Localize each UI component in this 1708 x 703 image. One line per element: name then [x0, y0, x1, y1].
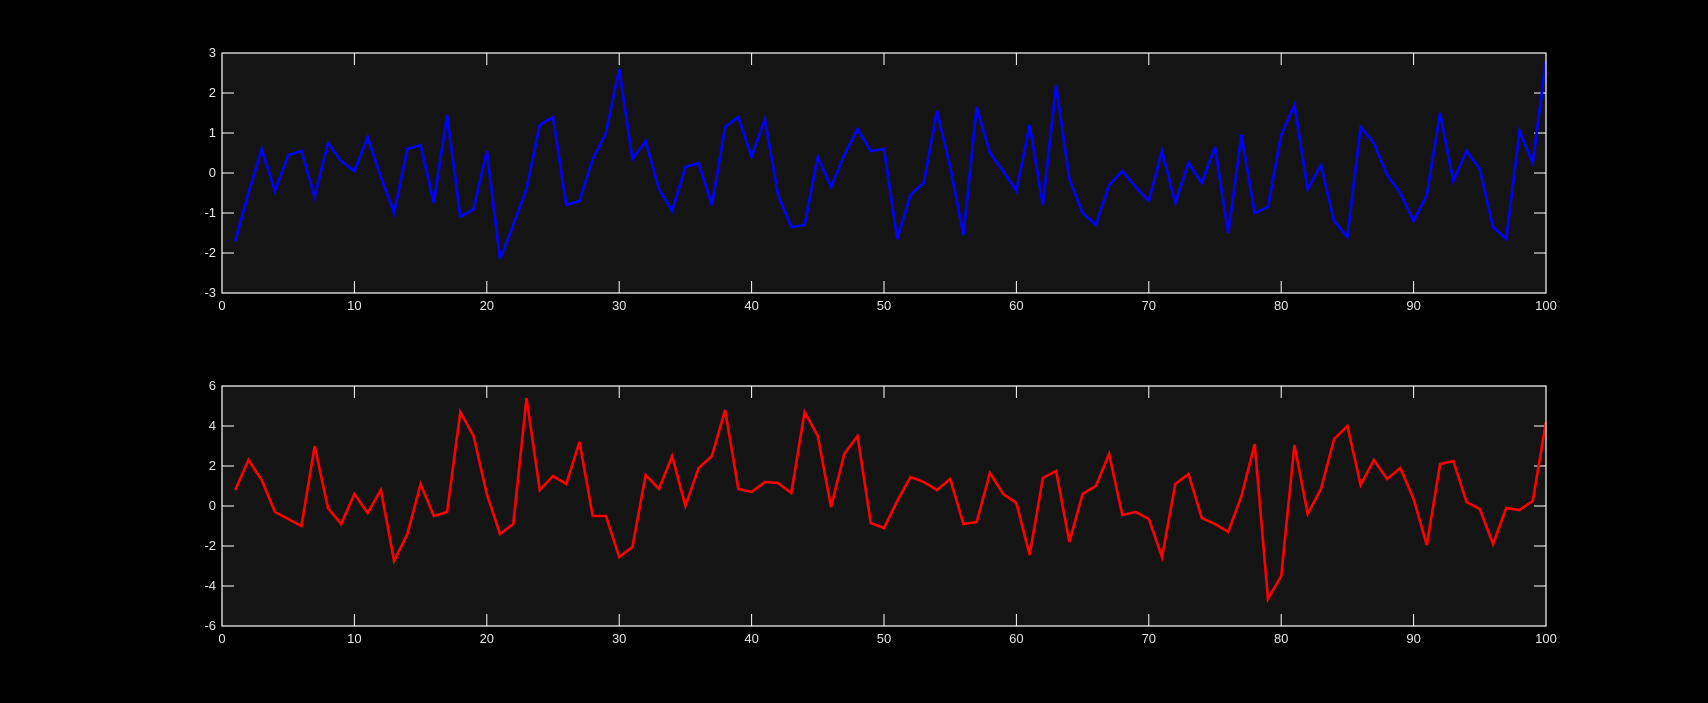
bottom-y-tick-label: -2: [204, 538, 216, 553]
bottom-x-tick-label: 50: [877, 631, 891, 646]
bottom-y-tick-label: -4: [204, 578, 216, 593]
bottom-y-tick-label: 2: [209, 458, 216, 473]
bottom-y-tick-label: 6: [209, 378, 216, 393]
top-y-tick-label: 1: [209, 125, 216, 140]
top-axes-frame: [221, 52, 1547, 294]
bottom-x-tick-label: 20: [480, 631, 494, 646]
top-series-line: [233, 60, 1546, 260]
bottom-plot-area: [222, 386, 1546, 626]
bottom-x-tick-label: 90: [1406, 631, 1420, 646]
top-x-tick-label: 90: [1406, 298, 1420, 313]
top-x-tick-label: 20: [480, 298, 494, 313]
top-plot-area: [222, 53, 1546, 293]
top-x-tick-label: 80: [1274, 298, 1288, 313]
top-x-tick-label: 40: [744, 298, 758, 313]
bottom-x-tick-label: 70: [1142, 631, 1156, 646]
bottom-x-tick-label: 100: [1535, 631, 1557, 646]
bottom-x-tick-label: 60: [1009, 631, 1023, 646]
top-y-tick-label: -1: [204, 205, 216, 220]
bottom-axes: 0 10 20 30 40 50 60 70 80 90 100 -6 -4 -2 0 2 4 6: [204, 378, 1556, 646]
top-axes: 0 10 20 30 40 50 60 70 80 90 100 -3 -2 -1 0 1 2 3: [204, 45, 1556, 313]
top-x-tick-label: 30: [612, 298, 626, 313]
top-y-tick-label: -2: [204, 245, 216, 260]
bottom-x-tick-label: 30: [612, 631, 626, 646]
top-y-tick-label: 2: [209, 85, 216, 100]
top-y-tick-label: 0: [209, 165, 216, 180]
top-y-tick-label: -3: [204, 285, 216, 300]
bottom-y-tick-label: 4: [209, 418, 216, 433]
bottom-x-tick-label: 0: [218, 631, 225, 646]
bottom-y-tick-label: -6: [204, 618, 216, 633]
bottom-x-tick-label: 80: [1274, 631, 1288, 646]
top-x-tick-label: 0: [218, 298, 225, 313]
top-x-tick-label: 70: [1142, 298, 1156, 313]
top-x-tick-label: 100: [1535, 298, 1557, 313]
bottom-axes-frame: [221, 385, 1547, 627]
top-x-tick-label: 10: [347, 298, 361, 313]
top-x-tick-label: 60: [1009, 298, 1023, 313]
bottom-x-tick-label: 40: [744, 631, 758, 646]
bottom-y-tick-label: 0: [209, 498, 216, 513]
top-x-tick-label: 50: [877, 298, 891, 313]
bottom-series-line: [234, 397, 1546, 604]
bottom-x-tick-label: 10: [347, 631, 361, 646]
top-y-tick-label: 3: [209, 45, 216, 60]
